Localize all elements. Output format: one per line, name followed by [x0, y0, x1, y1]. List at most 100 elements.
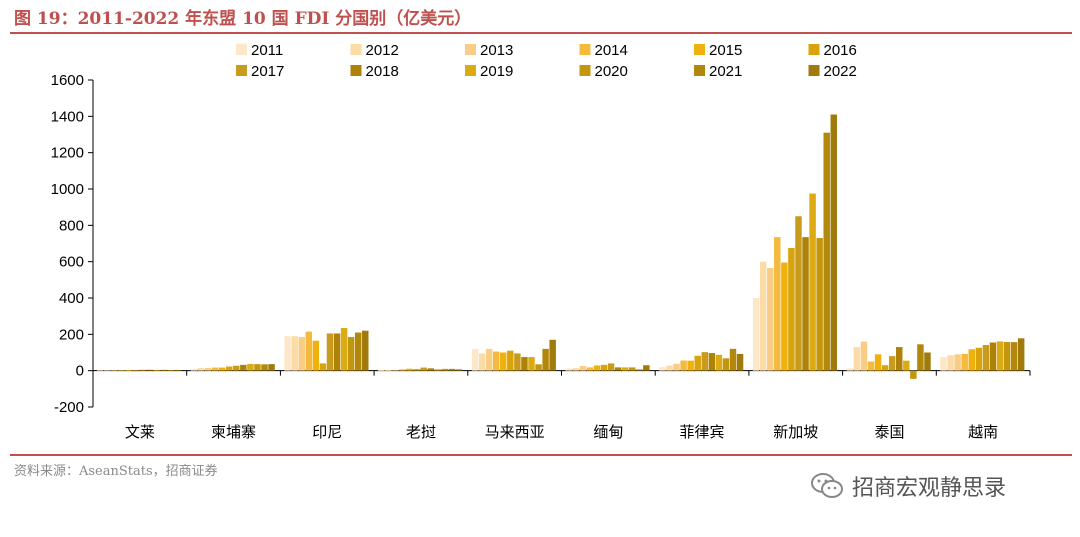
bar-2017-6 [701, 352, 709, 371]
bar-2021-0 [167, 370, 175, 372]
legend-swatch-2012 [350, 44, 362, 55]
bar-2020-3 [441, 368, 449, 371]
bar-2016-4 [507, 350, 514, 371]
bar-2011-5 [565, 368, 572, 371]
bar-2019-1 [247, 363, 254, 371]
bar-2022-7 [830, 114, 837, 371]
bar-2015-5 [593, 365, 601, 371]
bar-2020-6 [722, 358, 730, 371]
bar-2016-7 [788, 248, 795, 371]
bar-2013-6 [673, 363, 680, 371]
legend-label-2013: 2013 [480, 42, 513, 59]
bar-2012-9 [947, 355, 954, 371]
y-tick-label: 200 [59, 326, 84, 343]
bar-2018-7 [802, 237, 809, 371]
top-rule [10, 32, 1072, 34]
category-label: 马来西亚 [485, 423, 545, 441]
legend-swatch-2014 [579, 44, 591, 55]
legend-label-2012: 2012 [366, 42, 399, 59]
y-tick-label: 0 [76, 363, 84, 380]
bar-2021-3 [448, 368, 456, 371]
bar-2016-3 [413, 369, 420, 371]
bar-2012-2 [291, 336, 298, 371]
bar-2011-7 [752, 298, 760, 371]
legend-label-2022: 2022 [824, 63, 857, 80]
chart-legend: 2011 2012 2013 2014 2015 2016 2017 2018 2019 2020… [236, 42, 857, 80]
bar-2021-7 [823, 132, 830, 371]
bar-2021-1 [261, 364, 268, 371]
bar-2012-5 [572, 368, 580, 371]
bar-2016-5 [600, 364, 608, 371]
bar-2018-0 [146, 369, 153, 371]
bar-2013-1 [204, 367, 212, 371]
bar-2011-8 [846, 368, 854, 371]
bar-2018-1 [240, 364, 247, 371]
bar-2021-9 [1010, 342, 1018, 371]
category-label: 新加坡 [773, 423, 818, 441]
bar-2018-2 [333, 333, 341, 371]
bar-2014-6 [680, 360, 687, 371]
legend-label-2020: 2020 [595, 63, 628, 80]
bar-2019-7 [809, 193, 816, 371]
bar-2014-4 [492, 351, 500, 371]
bar-2016-2 [319, 363, 327, 371]
bar-2020-4 [535, 364, 542, 371]
y-tick-label: 1600 [51, 72, 84, 89]
bar-2019-6 [715, 354, 723, 371]
bar-2018-5 [614, 367, 622, 371]
bar-2019-3 [434, 369, 442, 371]
bar-2011-0 [97, 370, 104, 372]
watermark-text: 招商宏观静思录 [852, 476, 1007, 501]
bar-2020-1 [254, 364, 261, 371]
bar-2014-2 [305, 331, 313, 371]
bottom-rule [10, 454, 1072, 456]
bar-2015-7 [781, 262, 788, 371]
bar-2015-1 [218, 367, 226, 371]
bar-2018-8 [896, 347, 903, 371]
category-label: 菲律宾 [680, 423, 725, 441]
y-tick-label: 1000 [51, 181, 84, 198]
y-tick-label: 800 [59, 217, 84, 234]
wechat-icon [811, 473, 843, 498]
bar-2021-6 [729, 348, 737, 371]
figure-title: 图 19：2011-2022 年东盟 10 国 FDI 分国别（亿美元） [14, 9, 472, 29]
category-label: 印尼 [312, 423, 342, 441]
bar-2011-1 [190, 369, 198, 371]
bar-2015-6 [687, 360, 694, 371]
bar-2014-3 [399, 369, 406, 371]
bar-2013-7 [767, 268, 774, 371]
watermark: 招商宏观静思录 [810, 470, 1006, 502]
bar-2017-0 [139, 369, 146, 371]
bar-2020-2 [347, 337, 355, 371]
bar-2022-2 [362, 330, 369, 371]
category-label: 文莱 [125, 423, 155, 441]
category-label: 缅甸 [593, 423, 623, 441]
bar-2022-5 [643, 365, 650, 371]
bar-2016-1 [225, 366, 233, 371]
bar-2013-9 [954, 354, 961, 371]
bar-2015-2 [312, 340, 320, 371]
bar-2020-0 [160, 369, 167, 371]
bar-2015-9 [968, 349, 975, 371]
source-note: 资料来源：AseanStats，招商证券 [14, 464, 218, 479]
category-label: 泰国 [874, 423, 904, 441]
legend-label-2015: 2015 [709, 42, 742, 59]
bar-2013-4 [485, 348, 493, 371]
bar-2016-0 [132, 370, 139, 372]
bar-2017-5 [607, 363, 615, 371]
legend-label-2014: 2014 [595, 42, 628, 59]
bar-2017-1 [233, 365, 240, 371]
legend-swatch-2015 [694, 44, 705, 55]
legend-label-2019: 2019 [480, 63, 513, 80]
bar-2022-0 [174, 369, 182, 371]
bar-2022-9 [1017, 338, 1025, 371]
bar-2020-8 [910, 370, 917, 379]
plot-area: -200 0 200 400 600 800 1000 1200 1400 1600 文莱 柬埔寨 印尼… [51, 72, 1031, 441]
bar-2014-5 [586, 367, 594, 371]
bar-2019-9 [996, 341, 1004, 371]
y-tick-label: 600 [59, 254, 84, 271]
legend-label-2016: 2016 [824, 42, 857, 59]
bar-2017-9 [982, 345, 990, 371]
y-tick-label: 1400 [51, 108, 84, 125]
bar-2022-8 [924, 352, 931, 371]
